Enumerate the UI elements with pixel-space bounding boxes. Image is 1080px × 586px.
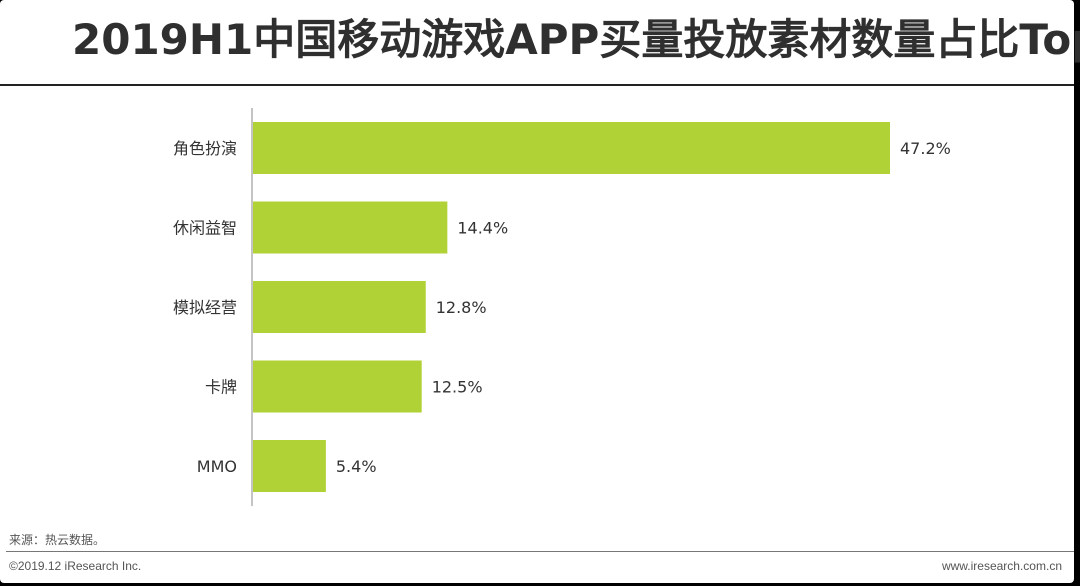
bar	[253, 360, 422, 413]
page-title: 2019H1中国移动游戏APP买量投放素材数量占比Top5	[72, 15, 1080, 64]
bar	[253, 281, 426, 333]
category-label: MMO	[197, 457, 237, 476]
value-label: 12.8%	[436, 298, 487, 317]
bar	[253, 122, 890, 174]
category-label: 角色扮演	[173, 139, 237, 158]
title-divider	[0, 84, 1074, 86]
footer-divider	[6, 551, 1074, 552]
value-label: 5.4%	[336, 457, 377, 476]
source-note: 来源：热云数据。	[9, 533, 106, 547]
bar-chart: 角色扮演 47.2% 休闲益智 14.4% 模拟经营 12.8% 卡牌 12.5% MMO 5.4…	[173, 108, 951, 506]
bar	[253, 201, 448, 254]
value-label: 14.4%	[457, 219, 508, 238]
category-label: 卡牌	[205, 378, 237, 397]
value-label: 12.5%	[432, 378, 483, 397]
copyright-text: ©2019.12 iResearch Inc.	[9, 559, 142, 573]
value-label: 47.2%	[900, 139, 951, 158]
website-link[interactable]: www.iresearch.com.cn	[941, 559, 1062, 573]
category-label: 模拟经营	[173, 298, 237, 317]
category-label: 休闲益智	[173, 219, 237, 238]
bar	[253, 440, 326, 492]
